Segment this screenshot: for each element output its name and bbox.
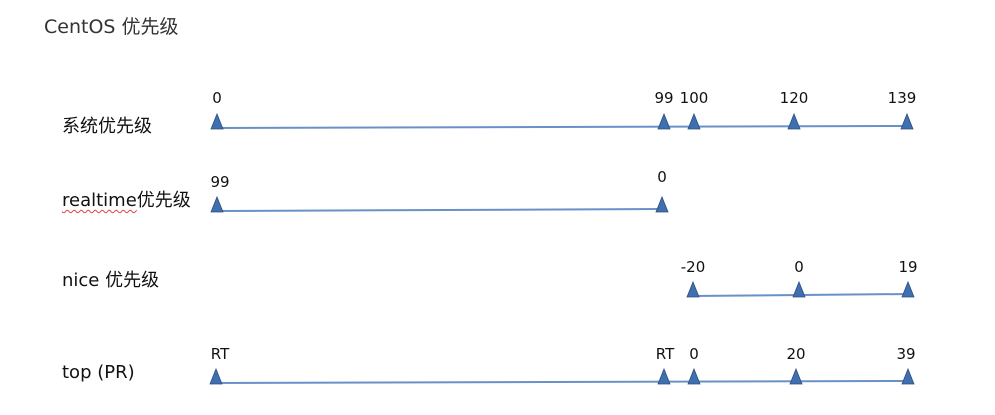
- tick-label: 120: [780, 89, 809, 107]
- axis-line-row-2: [215, 208, 665, 212]
- tick-label: 20: [786, 345, 805, 363]
- tick-label: 0: [794, 258, 804, 276]
- triangle-marker: [787, 112, 801, 130]
- row-label-top-pr: top (PR): [62, 362, 135, 383]
- tick-label: -20: [681, 258, 706, 276]
- triangle-marker: [900, 112, 914, 130]
- tick-label: 0: [657, 168, 667, 186]
- triangle-marker: [901, 280, 915, 298]
- triangle-marker: [792, 280, 806, 298]
- axis-line-row-1: [215, 125, 909, 129]
- tick-label: 0: [689, 345, 699, 363]
- tick-label: 99: [654, 89, 673, 107]
- triangle-marker: [901, 367, 915, 385]
- tick-label: 19: [898, 258, 917, 276]
- page-title: CentOS 优先级: [44, 16, 179, 38]
- triangle-marker: [209, 367, 223, 385]
- triangle-marker: [210, 195, 224, 213]
- row-label-system-priority: 系统优先级: [62, 116, 152, 137]
- triangle-marker: [686, 280, 700, 298]
- tick-label: 139: [888, 89, 917, 107]
- triangle-marker: [687, 112, 701, 130]
- row-label-nice-priority: nice 优先级: [62, 270, 160, 291]
- realtime-suffix: 优先级: [136, 190, 191, 211]
- realtime-word: realtime: [62, 190, 137, 211]
- triangle-marker: [657, 112, 671, 130]
- triangle-marker: [210, 112, 224, 130]
- tick-label: 99: [210, 173, 229, 191]
- tick-label: 100: [680, 89, 709, 107]
- triangle-marker: [687, 367, 701, 385]
- tick-label: RT: [656, 345, 675, 363]
- triangle-marker: [789, 367, 803, 385]
- triangle-marker: [657, 367, 671, 385]
- axis-line-row-4: [213, 380, 911, 384]
- tick-label: RT: [211, 345, 230, 363]
- triangle-marker: [655, 195, 669, 213]
- row-label-realtime-priority: realtime优先级: [62, 186, 191, 212]
- tick-label: 39: [896, 345, 915, 363]
- tick-label: 0: [212, 89, 222, 107]
